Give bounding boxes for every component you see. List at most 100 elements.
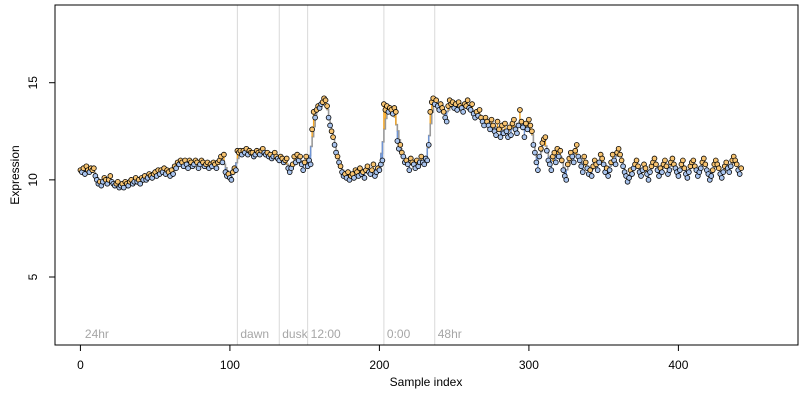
data-point — [520, 124, 526, 131]
data-point — [351, 175, 357, 181]
x-axis: 0 100 200 300 400 — [77, 344, 689, 372]
data-point — [460, 109, 466, 115]
data-point — [599, 155, 605, 162]
data-point — [137, 180, 144, 187]
data-point — [517, 107, 523, 113]
data-point — [506, 124, 513, 131]
data-point — [558, 157, 565, 164]
data-point — [328, 128, 335, 135]
data-point — [529, 128, 535, 135]
data-point — [569, 153, 576, 160]
data-point — [715, 165, 722, 172]
data-point — [325, 114, 332, 121]
data-point — [572, 147, 579, 154]
data-point — [173, 165, 179, 172]
data-point — [421, 161, 428, 168]
data-point — [542, 134, 549, 140]
x-tick-label: 100 — [220, 358, 240, 372]
data-point — [228, 177, 235, 183]
data-point — [582, 159, 589, 166]
data-point — [629, 171, 635, 177]
data-point — [551, 149, 558, 156]
data-point — [303, 153, 309, 160]
data-point — [718, 175, 725, 181]
data-point — [618, 157, 625, 164]
data-point — [738, 165, 744, 172]
phase-label: dawn — [240, 327, 269, 341]
observed-points — [77, 95, 744, 191]
data-point — [548, 167, 555, 173]
data-point — [669, 155, 676, 162]
data-point — [677, 167, 683, 173]
data-point — [369, 167, 375, 173]
data-point — [345, 169, 351, 175]
data-point — [633, 157, 640, 164]
data-point — [114, 179, 121, 185]
data-point — [424, 157, 431, 164]
data-point — [535, 167, 541, 173]
data-point — [379, 157, 386, 164]
data-point — [440, 109, 447, 115]
data-point — [454, 107, 460, 113]
data-point — [370, 161, 377, 168]
data-point — [530, 142, 537, 148]
data-point — [467, 107, 474, 113]
data-point — [464, 97, 471, 103]
data-point — [518, 118, 525, 125]
data-point — [496, 126, 502, 133]
data-point — [563, 177, 570, 183]
data-point — [600, 161, 607, 168]
data-point — [233, 167, 239, 173]
data-point — [651, 155, 658, 162]
data-point — [527, 122, 534, 129]
data-point — [686, 169, 692, 175]
data-point — [594, 167, 601, 173]
data-point — [394, 138, 401, 144]
data-point — [656, 173, 662, 179]
data-point — [720, 169, 727, 175]
data-point — [538, 145, 544, 152]
data-point — [300, 167, 306, 173]
data-point — [606, 167, 613, 173]
data-point — [324, 103, 330, 109]
data-point — [309, 126, 315, 133]
data-point — [579, 169, 586, 175]
data-point — [638, 173, 644, 179]
data-point — [337, 163, 344, 170]
data-point — [219, 159, 226, 166]
data-point — [708, 173, 715, 179]
x-axis-title: Sample index — [390, 375, 463, 389]
data-point — [690, 157, 697, 164]
phase-label: 0:00 — [387, 327, 411, 341]
data-point — [736, 171, 743, 177]
data-point — [709, 167, 716, 173]
data-point — [701, 155, 707, 162]
data-point — [557, 147, 564, 154]
data-point — [425, 142, 432, 148]
data-point — [635, 163, 641, 170]
data-point — [283, 155, 290, 162]
data-point — [524, 126, 531, 133]
data-point — [659, 169, 665, 175]
data-point — [556, 153, 562, 160]
data-point — [494, 118, 501, 125]
x-tick-label: 400 — [668, 358, 688, 372]
data-point — [476, 107, 483, 113]
data-point — [91, 165, 97, 172]
data-point — [681, 165, 688, 172]
data-point — [723, 159, 730, 166]
data-point — [666, 167, 673, 173]
data-point — [570, 159, 577, 166]
data-point — [297, 153, 303, 160]
data-point — [526, 116, 532, 123]
data-point — [334, 153, 341, 160]
data-point — [536, 153, 543, 160]
data-point — [588, 173, 595, 179]
data-point — [576, 157, 583, 164]
data-point — [511, 116, 517, 123]
data-point — [433, 97, 440, 103]
x-tick-label: 0 — [77, 358, 84, 372]
data-point — [82, 171, 88, 177]
